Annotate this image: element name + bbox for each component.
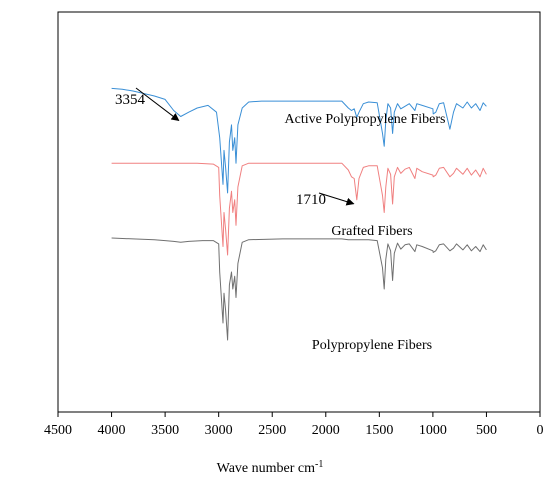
- series-line-1: [111, 162, 487, 256]
- x-axis-title-text: Wave number cm: [217, 461, 316, 476]
- series-label-layer: Active Polypropylene Fibers Grafted Fiber…: [285, 112, 446, 353]
- x-tick-label: 3000: [205, 423, 233, 438]
- series-label-0: Active Polypropylene Fibers: [285, 112, 446, 127]
- x-axis-title-superscript: -1: [315, 459, 323, 470]
- plot-frame: [57, 11, 541, 413]
- annotation-label: 3354: [115, 92, 146, 108]
- x-tick-label: 3500: [151, 423, 179, 438]
- x-tick-label: 0: [537, 423, 544, 438]
- axes: 4500 4000 3500 3000 2500 2000 1500 1000 500 0: [44, 11, 544, 438]
- series-layer: [111, 87, 487, 341]
- x-tick-label: 2000: [312, 423, 340, 438]
- annotation-label: 1710: [296, 192, 326, 208]
- annotation-arrow: [318, 192, 355, 206]
- series-label-2: Polypropylene Fibers: [312, 338, 432, 353]
- x-tick-label: 4000: [98, 423, 126, 438]
- series-line-0: [111, 87, 487, 194]
- x-tick-label: 1000: [419, 423, 447, 438]
- annotation-arrow: [135, 87, 180, 122]
- annotation-layer: 3354 1710: [115, 87, 355, 208]
- series-label-1: Grafted Fibers: [331, 224, 412, 239]
- x-tick-label: 500: [476, 423, 497, 438]
- x-tick-label: 2500: [258, 423, 286, 438]
- x-axis-title: Wave number cm-1: [217, 459, 324, 476]
- x-tick-label: 1500: [365, 423, 393, 438]
- series-line-2: [111, 237, 487, 341]
- x-tick-label: 4500: [44, 423, 72, 438]
